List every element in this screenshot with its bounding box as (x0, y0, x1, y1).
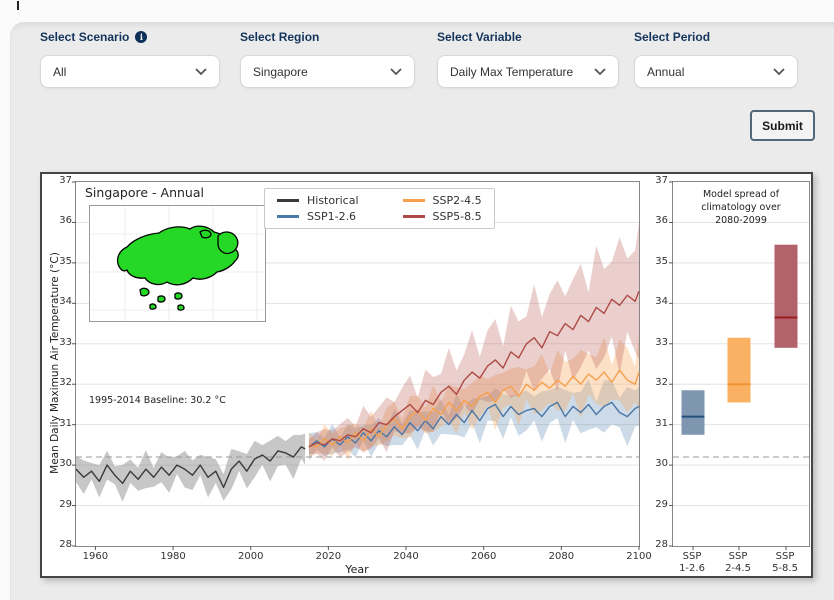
select-region-label: Select Region (240, 30, 319, 44)
xtick-label: 1980 (151, 551, 195, 562)
chart-title: Singapore - Annual (85, 185, 204, 200)
legend-label: Historical (307, 194, 359, 207)
rytick-label: 34 (642, 296, 668, 307)
legend-item: SSP1-2.6 (277, 210, 359, 223)
rytick-label: 29 (642, 499, 668, 510)
legend-item: SSP5-8.5 (403, 210, 482, 223)
region-select[interactable]: Singapore (240, 55, 415, 88)
ytick-label: 29 (46, 499, 72, 510)
legend-swatch (277, 215, 299, 218)
xtick-label: 2100 (617, 551, 661, 562)
rytick-label: 30 (642, 458, 668, 469)
rytick-label: 31 (642, 418, 668, 429)
chevron-down-icon (195, 68, 207, 76)
select-region-label-text: Select Region (240, 30, 319, 44)
y-axis-title: Mean Daily Maximun Air Temperature (°C) (49, 252, 61, 474)
rytick-label: 36 (642, 215, 668, 226)
xtick-label: 2040 (384, 551, 428, 562)
singapore-map (90, 206, 265, 321)
legend-label: SSP1-2.6 (307, 210, 356, 223)
ytick-label: 36 (46, 215, 72, 226)
legend-swatch (277, 199, 299, 202)
legend-swatch (403, 199, 425, 202)
select-period-label-text: Select Period (634, 30, 710, 44)
ytick-label: 34 (46, 296, 72, 307)
region-select-value: Singapore (253, 65, 308, 79)
figure: Mean Daily Maximun Air Temperature (°C) … (40, 172, 813, 578)
select-scenario-label-text: Select Scenario (40, 30, 129, 44)
model-spread-canvas (673, 182, 809, 546)
legend-label: SSP2-4.5 (433, 194, 482, 207)
text-cursor-artifact (17, 1, 19, 10)
variable-select[interactable]: Daily Max Temperature (437, 55, 619, 88)
legend-label: SSP5-8.5 (433, 210, 482, 223)
rytick-label: 32 (642, 377, 668, 388)
xtick-label: 2080 (539, 551, 583, 562)
model-spread-title: Model spread of climatology over 2080-20… (673, 188, 809, 227)
rytick-label: 28 (642, 539, 668, 550)
rtick-label: SSP 1-2.6 (670, 551, 714, 575)
rytick-label: 35 (642, 256, 668, 267)
main-chart: Singapore - Annual (75, 181, 640, 547)
model-spread-chart: Model spread of climatology over 2080-20… (672, 181, 810, 547)
variable-select-value: Daily Max Temperature (450, 65, 573, 79)
ytick-label: 28 (46, 539, 72, 550)
period-select[interactable]: Annual (634, 55, 798, 88)
select-scenario-label: Select Scenario i (40, 30, 147, 44)
ytick-label: 30 (46, 458, 72, 469)
submit-button[interactable]: Submit (750, 110, 815, 141)
ytick-label: 31 (46, 418, 72, 429)
chart-legend: Historical SSP1-2.6 SSP2-4.5 SSP5-8.5 (264, 188, 495, 229)
ytick-label: 33 (46, 337, 72, 348)
x-axis-title: Year (335, 563, 379, 576)
ytick-label: 32 (46, 377, 72, 388)
chevron-down-icon (390, 68, 402, 76)
baseline-annotation: 1995-2014 Baseline: 30.2 °C (89, 395, 226, 406)
scenario-select[interactable]: All (40, 55, 220, 88)
select-period-label: Select Period (634, 30, 710, 44)
ytick-label: 37 (46, 175, 72, 186)
period-select-value: Annual (647, 65, 684, 79)
rytick-label: 33 (642, 337, 668, 348)
scenario-select-value: All (53, 65, 66, 79)
xtick-label: 1960 (73, 551, 117, 562)
legend-item: SSP2-4.5 (403, 194, 482, 207)
ytick-label: 35 (46, 256, 72, 267)
app-page: Select Scenario i All Select Region Sing… (0, 0, 834, 600)
chevron-down-icon (773, 68, 785, 76)
singapore-map-inset (89, 205, 266, 322)
info-icon[interactable]: i (135, 31, 147, 43)
rtick-label: SSP 5-8.5 (763, 551, 807, 575)
rytick-label: 37 (642, 175, 668, 186)
xtick-label: 2060 (462, 551, 506, 562)
xtick-label: 2020 (306, 551, 350, 562)
chevron-down-icon (594, 68, 606, 76)
legend-swatch (403, 215, 425, 218)
rtick-label: SSP 2-4.5 (716, 551, 760, 575)
select-variable-label: Select Variable (437, 30, 522, 44)
select-variable-label-text: Select Variable (437, 30, 522, 44)
legend-item: Historical (277, 194, 359, 207)
xtick-label: 2000 (229, 551, 273, 562)
